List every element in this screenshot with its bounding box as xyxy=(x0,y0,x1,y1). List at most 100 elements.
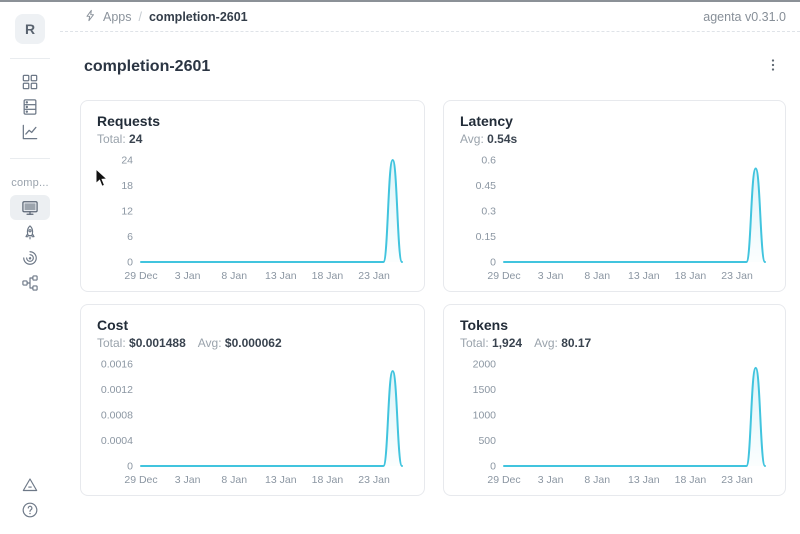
sidebar-item-apps[interactable] xyxy=(10,69,50,94)
card-title: Cost xyxy=(97,317,129,333)
sidebar-item-evaluations[interactable] xyxy=(10,119,50,144)
stat-value: 24 xyxy=(129,132,143,146)
stat-label: Total: xyxy=(97,336,126,350)
latency-card: Latency Avg: 0.54s 0 0.15 0.3 0.45 0.6 29 Dec… xyxy=(443,100,786,292)
requests-chart[interactable]: 0 6 12 18 24 29 Dec 3 Jan 8 Jan 13 Jan 18 Jan 23 J… xyxy=(97,150,408,286)
kebab-menu-icon xyxy=(766,58,780,77)
svg-text:13 Jan: 13 Jan xyxy=(265,474,297,486)
latency-chart[interactable]: 0 0.15 0.3 0.45 0.6 29 Dec 3 Jan 8 Jan 13 Jan 18 … xyxy=(460,150,771,286)
breadcrumb-current: completion-2601 xyxy=(148,9,248,24)
svg-text:0.0008: 0.0008 xyxy=(101,410,133,422)
card-title: Tokens xyxy=(460,317,508,333)
sidebar-item-overview[interactable] xyxy=(10,195,50,220)
svg-text:13 Jan: 13 Jan xyxy=(265,270,297,282)
current-app-label: comp... xyxy=(11,177,49,189)
svg-text:18 Jan: 18 Jan xyxy=(675,270,707,282)
svg-text:0.0016: 0.0016 xyxy=(101,359,133,371)
stat-value: 0.54s xyxy=(487,132,518,146)
svg-text:0.45: 0.45 xyxy=(476,180,497,192)
svg-text:0: 0 xyxy=(490,257,496,269)
title-bar: completion-2601 xyxy=(60,32,800,78)
svg-text:0.0012: 0.0012 xyxy=(101,384,133,396)
thunderbolt-icon xyxy=(84,9,97,25)
svg-text:0.0004: 0.0004 xyxy=(101,435,133,447)
card-stats: Total: $0.001488 Avg: $0.000062 xyxy=(97,336,414,350)
svg-text:13 Jan: 13 Jan xyxy=(628,474,660,486)
sidebar-divider xyxy=(10,158,50,159)
svg-text:1000: 1000 xyxy=(473,410,497,422)
svg-text:3 Jan: 3 Jan xyxy=(538,474,564,486)
requests-card: Requests Total: 24 0 6 12 18 24 29 Dec 3 Jan 8 … xyxy=(80,100,425,292)
breadcrumb-separator: / xyxy=(138,9,142,24)
breadcrumb-apps-label: Apps xyxy=(103,9,132,24)
help-circle-icon xyxy=(20,500,40,520)
svg-text:0.3: 0.3 xyxy=(481,206,496,218)
svg-text:23 Jan: 23 Jan xyxy=(721,474,753,486)
workspace-avatar[interactable]: R xyxy=(15,14,45,44)
svg-text:3 Jan: 3 Jan xyxy=(175,270,201,282)
svg-text:18 Jan: 18 Jan xyxy=(675,474,707,486)
svg-text:12: 12 xyxy=(121,206,133,218)
card-title: Latency xyxy=(460,113,513,129)
svg-text:3 Jan: 3 Jan xyxy=(538,270,564,282)
tokens-card: Tokens Total: 1,924 Avg: 80.17 0 500 1000 15… xyxy=(443,304,786,496)
sidebar-item-help[interactable] xyxy=(10,497,50,522)
rocket-icon xyxy=(20,223,40,243)
svg-text:13 Jan: 13 Jan xyxy=(628,270,660,282)
svg-text:500: 500 xyxy=(478,435,496,447)
svg-text:23 Jan: 23 Jan xyxy=(358,270,390,282)
stat-label: Total: xyxy=(460,336,489,350)
card-stats: Total: 24 xyxy=(97,132,414,146)
svg-text:23 Jan: 23 Jan xyxy=(358,474,390,486)
svg-text:29 Dec: 29 Dec xyxy=(124,474,157,486)
svg-text:3 Jan: 3 Jan xyxy=(175,474,201,486)
sidebar: R xyxy=(0,2,60,534)
more-options-button[interactable] xyxy=(762,56,784,78)
svg-text:18 Jan: 18 Jan xyxy=(312,474,344,486)
page-title: completion-2601 xyxy=(84,58,211,75)
database-icon xyxy=(20,97,40,117)
stat-label: Avg: xyxy=(534,336,558,350)
svg-text:0: 0 xyxy=(127,461,133,473)
monitor-icon xyxy=(20,198,40,218)
svg-text:29 Dec: 29 Dec xyxy=(487,270,520,282)
metrics-grid: Requests Total: 24 0 6 12 18 24 29 Dec 3 Jan 8 … xyxy=(60,78,800,496)
svg-text:29 Dec: 29 Dec xyxy=(487,474,520,486)
svg-text:2000: 2000 xyxy=(473,359,497,371)
app-version-label: agenta v0.31.0 xyxy=(703,9,786,24)
stat-label: Total: xyxy=(97,132,126,146)
sidebar-item-alerts[interactable] xyxy=(10,472,50,497)
svg-text:8 Jan: 8 Jan xyxy=(221,270,247,282)
svg-text:0: 0 xyxy=(490,461,496,473)
svg-text:23 Jan: 23 Jan xyxy=(721,270,753,282)
top-bar: Apps / completion-2601 agenta v0.31.0 xyxy=(60,2,800,32)
main-area: Apps / completion-2601 agenta v0.31.0 co… xyxy=(60,2,800,534)
triangle-alert-icon xyxy=(20,475,40,495)
card-title: Requests xyxy=(97,113,161,129)
cost-card: Cost Total: $0.001488 Avg: $0.000062 0 0.0… xyxy=(80,304,425,496)
stat-value: 1,924 xyxy=(492,336,523,350)
line-chart-icon xyxy=(20,122,40,142)
stat-label: Avg: xyxy=(460,132,484,146)
sidebar-item-observability[interactable] xyxy=(10,245,50,270)
stat-value: $0.001488 xyxy=(129,336,186,350)
svg-text:1500: 1500 xyxy=(473,384,497,396)
sidebar-divider xyxy=(10,58,50,59)
tokens-chart[interactable]: 0 500 1000 1500 2000 29 Dec 3 Jan 8 Jan 13 Jan 18… xyxy=(460,354,771,490)
breadcrumb-apps-link[interactable]: Apps xyxy=(84,9,132,25)
trace-tree-icon xyxy=(20,273,40,293)
svg-text:0.15: 0.15 xyxy=(476,231,497,243)
svg-text:0.6: 0.6 xyxy=(481,155,496,167)
svg-text:6: 6 xyxy=(127,231,133,243)
sidebar-item-traces[interactable] xyxy=(10,270,50,295)
svg-text:18: 18 xyxy=(121,180,133,192)
sidebar-item-playground[interactable] xyxy=(10,220,50,245)
card-stats: Total: 1,924 Avg: 80.17 xyxy=(460,336,775,350)
svg-text:24: 24 xyxy=(121,155,133,167)
cost-chart[interactable]: 0 0.0004 0.0008 0.0012 0.0016 29 Dec 3 Jan 8 Ja… xyxy=(97,354,408,490)
stat-label: Avg: xyxy=(197,336,222,350)
stat-value: $0.000062 xyxy=(224,336,282,350)
sidebar-item-testsets[interactable] xyxy=(10,94,50,119)
card-stats: Avg: 0.54s xyxy=(460,132,775,146)
